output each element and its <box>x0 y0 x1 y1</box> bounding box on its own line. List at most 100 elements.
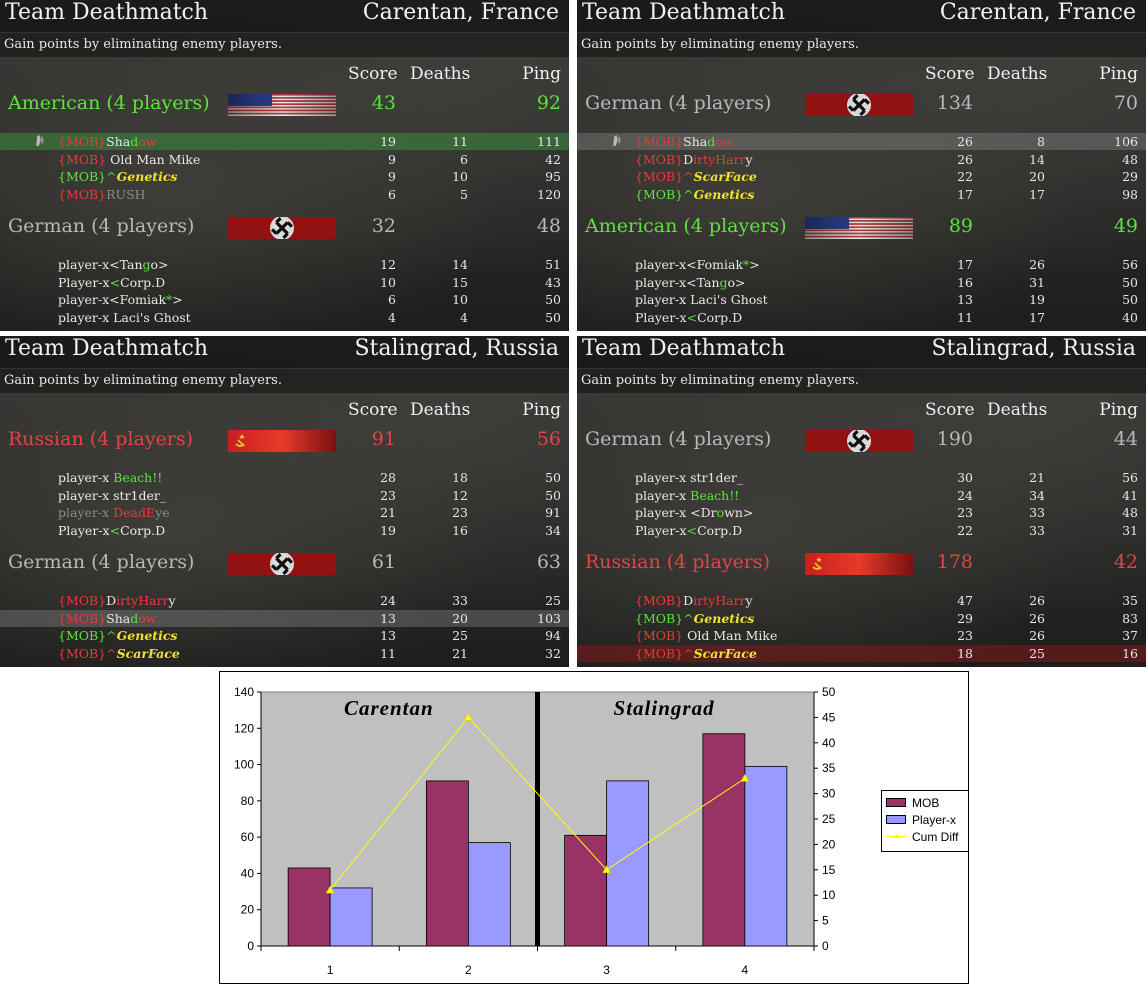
team-row: German (4 players) 61 63 <box>0 547 569 581</box>
team-flag-icon <box>805 553 913 575</box>
player-name-part: ow <box>138 134 157 149</box>
player-deaths: 19 <box>1029 292 1045 308</box>
player-score: 11 <box>380 645 396 661</box>
player-name-part: Old Man Mike <box>106 151 201 167</box>
team-flag-icon <box>228 552 336 576</box>
player-deaths: 26 <box>1029 593 1045 608</box>
team-score: 178 <box>936 551 973 573</box>
player-deaths: 25 <box>1029 645 1045 661</box>
player-name: player-x Laci's Ghost <box>635 292 768 307</box>
column-header-score: Score <box>925 64 975 84</box>
player-name: {MOB}Shadow <box>635 134 733 149</box>
player-name-part: player-x Laci's Ghost <box>58 309 191 325</box>
player-ping: 50 <box>1122 274 1138 290</box>
player-row: player-x str1der_ 30 21 56 <box>577 469 1146 486</box>
player-score: 28 <box>380 470 396 485</box>
player-name-part: ^ <box>106 169 117 185</box>
player-name-part: Old Man Mike <box>683 628 778 644</box>
player-name-part: Genetics <box>693 610 755 626</box>
player-row: player-x Beach!! 28 18 50 <box>0 469 569 486</box>
y2-tick-label: 15 <box>822 863 836 877</box>
player-name-part: Genetics <box>116 628 178 644</box>
player-name: Player-x<Corp.D <box>635 523 742 538</box>
player-name-part: > <box>749 257 760 272</box>
scoreboard-header: Team Deathmatch Stalingrad, Russia <box>0 336 569 369</box>
player-row: {MOB}^Genetics 29 26 83 <box>577 610 1146 627</box>
player-name-part: Beach!! <box>690 487 740 503</box>
legend-label: Player-x <box>912 813 957 827</box>
player-name-part: ScarFace <box>693 169 757 185</box>
player-name: player-x Beach!! <box>58 470 162 485</box>
scoreboard-header: Team Deathmatch Stalingrad, Russia <box>577 336 1146 369</box>
column-header-ping: Ping <box>522 64 561 84</box>
player-name-part: Corp.D <box>697 309 743 325</box>
player-deaths: 10 <box>452 169 468 185</box>
game-mode-title: Team Deathmatch <box>5 336 209 361</box>
map-annotation: Carentan <box>344 696 434 720</box>
player-row: {MOB}^ScarFace 22 20 29 <box>577 168 1146 185</box>
bar-player-x <box>744 765 788 947</box>
player-name-part: Player-x <box>58 522 110 538</box>
player-name-part: ^ <box>683 645 694 661</box>
y2-tick-label: 50 <box>822 685 836 699</box>
player-name-part: Corp.D <box>697 522 743 538</box>
player-row: player-x Laci's Ghost 13 19 50 <box>577 291 1146 308</box>
player-name-part: o <box>716 505 725 521</box>
player-score: 9 <box>388 151 396 167</box>
player-name: {MOB}^Genetics <box>58 169 177 184</box>
legend-line-swatch <box>886 836 906 837</box>
player-name-part: player-x Laci's Ghost <box>635 292 768 308</box>
player-deaths: 25 <box>452 628 468 644</box>
score-chart: 0 20 40 60 80 100 120 140 0 5 10 15 20 25 30 35 40 45 50 1 2… <box>219 671 969 984</box>
team-flag-icon <box>805 217 913 239</box>
player-name: player-x Laci's Ghost <box>58 310 191 325</box>
player-score: 13 <box>957 292 973 308</box>
player-score: 16 <box>957 274 973 290</box>
team-name: American (4 players) <box>585 215 787 237</box>
player-name-part: player-x <box>58 470 114 485</box>
player-deaths: 20 <box>452 610 468 626</box>
player-ping: 120 <box>537 186 561 202</box>
player-name: player-x<Tango> <box>635 275 746 290</box>
column-header-ping: Ping <box>1099 64 1138 84</box>
player-name-part: ^ <box>106 628 117 644</box>
team-ping: 48 <box>536 215 561 237</box>
player-name-part: Sha <box>106 610 131 626</box>
team-name: American (4 players) <box>8 92 210 114</box>
point-cum-diff <box>740 773 750 782</box>
legend-triangle-icon: ▲ <box>893 831 901 840</box>
player-name-part: ow <box>138 610 157 626</box>
player-deaths: 23 <box>452 505 468 521</box>
y2-tick-label: 25 <box>822 812 836 826</box>
player-name-part: player-x<Tan <box>58 257 143 272</box>
player-row: player-x str1der_ 23 12 50 <box>0 487 569 504</box>
player-row: Player-x<Corp.D 10 15 43 <box>0 274 569 291</box>
team-flag-icon <box>228 94 336 116</box>
player-name-part: < <box>109 274 121 290</box>
bar-mob <box>425 780 469 947</box>
player-row: {MOB}Shadow 13 20 103 <box>0 609 569 627</box>
player-name: player-x <Drown> <box>635 505 753 520</box>
player-name-part: irtyHarr <box>116 593 169 608</box>
player-score: 24 <box>380 593 396 608</box>
player-name: {MOB}DirtyHarry <box>58 593 176 608</box>
game-mode-title: Team Deathmatch <box>582 0 786 25</box>
player-score: 11 <box>957 309 973 325</box>
game-mode-title: Team Deathmatch <box>5 0 209 25</box>
player-name: player-x<Fomiak*> <box>58 292 183 307</box>
player-ping: 103 <box>537 610 561 626</box>
player-name-part: Sha <box>106 134 131 149</box>
player-row: {MOB}^ScarFace 18 25 16 <box>577 644 1146 662</box>
player-name-part: {MOB} <box>58 134 107 149</box>
player-name-part: RUSH <box>106 186 146 202</box>
player-ping: 111 <box>537 134 561 149</box>
player-name: {MOB}DirtyHarry <box>635 152 753 167</box>
player-ping: 50 <box>1122 292 1138 308</box>
player-name-part: y <box>745 151 753 167</box>
team-score: 61 <box>371 551 396 573</box>
player-ping: 41 <box>1122 487 1138 503</box>
player-name-part: ow <box>715 134 734 149</box>
map-name: Stalingrad, Russia <box>931 336 1136 361</box>
player-name-part: {MOB} <box>58 645 107 661</box>
player-deaths: 21 <box>452 645 468 661</box>
